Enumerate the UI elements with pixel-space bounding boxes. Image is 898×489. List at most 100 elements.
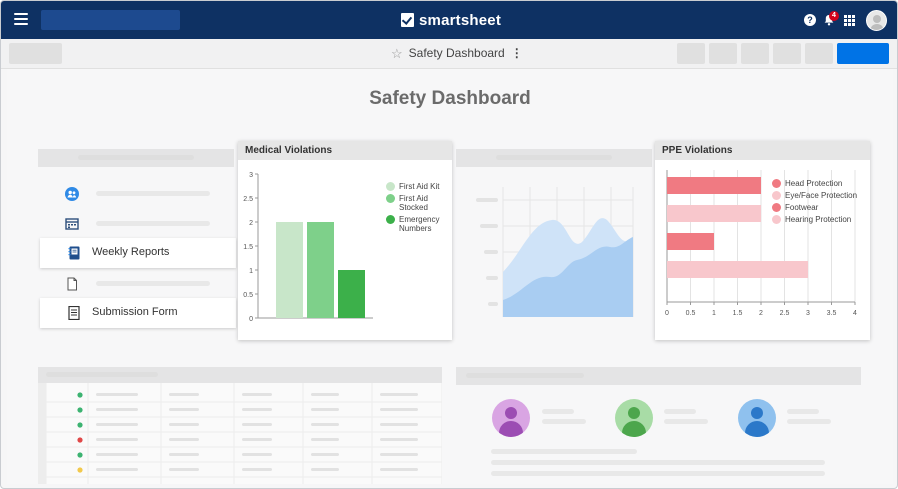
legend-item: Hearing Protection xyxy=(772,215,868,224)
placeholder-cell xyxy=(169,393,199,396)
user-avatar[interactable] xyxy=(866,10,887,31)
legend-label: Head Protection xyxy=(785,179,843,188)
ppe-violations-widget[interactable]: PPE Violations 0 0.5 1 1.5 2 2.5 3 3.5 4 Head Pr… xyxy=(655,141,870,340)
brand-name: smartsheet xyxy=(419,11,502,29)
nav-item-calendar[interactable] xyxy=(38,209,236,239)
back-button[interactable] xyxy=(9,43,62,64)
contact-avatar-1[interactable] xyxy=(492,399,530,437)
nav-label-submission-form: Submission Form xyxy=(92,306,178,318)
placeholder-cell xyxy=(311,423,339,426)
menu-icon[interactable] xyxy=(14,13,28,25)
share-button[interactable] xyxy=(837,43,889,64)
dashboard-title: Safety Dashboard xyxy=(369,88,531,109)
nav-item-document[interactable] xyxy=(38,269,236,299)
placeholder-cell xyxy=(311,393,339,396)
placeholder-cell xyxy=(380,453,418,456)
bar-first-aid-stocked xyxy=(307,222,334,318)
more-options-icon[interactable]: ⋮ xyxy=(510,46,523,60)
contact-avatar-3[interactable] xyxy=(738,399,776,437)
legend-swatch xyxy=(386,194,395,203)
x-tick-label: 2 xyxy=(759,310,763,317)
bar-first-aid-kit xyxy=(276,222,303,318)
legend-item: Head Protection xyxy=(772,179,868,188)
nav-widget-header xyxy=(38,149,234,167)
placeholder-bar xyxy=(78,155,194,160)
placeholder-bar xyxy=(542,419,586,424)
placeholder-cell xyxy=(96,453,138,456)
placeholder-bar xyxy=(491,460,825,465)
grid-widget-placeholder xyxy=(38,367,442,484)
ppe-chart-legend: Head Protection Eye/Face Protection Footwe… xyxy=(772,179,868,227)
toolbar-button-3[interactable] xyxy=(741,43,769,64)
placeholder-cell xyxy=(242,408,272,411)
contact-avatar-2[interactable] xyxy=(615,399,653,437)
apps-grid-icon[interactable] xyxy=(844,15,855,26)
legend-item: First Aid Kit xyxy=(386,182,450,191)
notification-badge: 4 xyxy=(829,11,839,21)
placeholder-bar xyxy=(664,419,708,424)
placeholder-cell xyxy=(380,393,418,396)
placeholder-cell xyxy=(242,438,272,441)
help-icon[interactable]: ? xyxy=(804,14,816,26)
placeholder-bar xyxy=(96,281,210,286)
legend-label: First Aid Kit xyxy=(399,182,440,191)
search-box[interactable] xyxy=(41,10,180,30)
y-tick-label: 0.5 xyxy=(243,292,253,299)
y-tick-label: 3 xyxy=(249,172,253,179)
toolbar-button-2[interactable] xyxy=(709,43,737,64)
nav-item-weekly-reports[interactable]: Weekly Reports xyxy=(40,238,236,268)
placeholder-cell xyxy=(96,423,138,426)
placeholder-bar xyxy=(496,155,612,160)
placeholder-bar xyxy=(96,191,210,196)
legend-label: First Aid Stocked xyxy=(399,194,428,212)
notebook-icon xyxy=(68,246,80,260)
placeholder-bar xyxy=(466,373,584,378)
ppe-violations-chart: 0 0.5 1 1.5 2 2.5 3 3.5 4 xyxy=(665,170,857,317)
y-tick-label: 2.5 xyxy=(243,196,253,203)
toolbar-button-4[interactable] xyxy=(773,43,801,64)
x-tick-label: 1 xyxy=(712,310,716,317)
placeholder-cell xyxy=(242,468,272,471)
grid-header xyxy=(38,367,442,383)
nav-item-contacts[interactable] xyxy=(38,179,236,209)
placeholder-cell xyxy=(311,408,339,411)
status-dot xyxy=(77,422,83,428)
sheet-title[interactable]: Safety Dashboard xyxy=(408,46,505,60)
bar-hearing-protection xyxy=(667,261,808,278)
top-nav-bar: smartsheet ? 4 xyxy=(1,1,897,39)
status-dot xyxy=(77,437,83,443)
placeholder-cell xyxy=(380,468,418,471)
placeholder-bar xyxy=(664,409,696,414)
medical-violations-widget[interactable]: Medical Violations 0 0.5 1 1.5 2 2.5 3 First A… xyxy=(238,141,452,340)
placeholder-cell xyxy=(96,408,138,411)
medical-violations-chart: 0 0.5 1 1.5 2 2.5 3 xyxy=(243,172,373,323)
placeholder-bar xyxy=(542,409,574,414)
placeholder-bar xyxy=(46,372,158,377)
placeholder-cell xyxy=(380,438,418,441)
y-tick-label: 0 xyxy=(249,316,253,323)
row-gutter xyxy=(38,383,46,484)
placeholder-bar xyxy=(491,449,637,454)
status-dot xyxy=(77,392,83,398)
contacts-icon xyxy=(65,187,79,201)
placeholder-cell xyxy=(169,408,199,411)
y-tick-label: 1 xyxy=(249,268,253,275)
toolbar-button-5[interactable] xyxy=(805,43,833,64)
x-tick-label: 2.5 xyxy=(780,310,790,317)
nav-item-submission-form[interactable]: Submission Form xyxy=(40,298,236,328)
placeholder-cell xyxy=(380,423,418,426)
placeholder-cell xyxy=(169,423,199,426)
legend-swatch xyxy=(386,215,395,224)
favorite-star-icon[interactable]: ☆ xyxy=(391,45,403,61)
brand-logo[interactable]: smartsheet xyxy=(401,11,501,29)
dashboard-canvas: Safety Dashboard Weekly Reports Submissi… xyxy=(7,69,893,484)
legend-label: Footwear xyxy=(785,203,819,212)
legend-swatch xyxy=(772,179,781,188)
legend-item: Eye/Face Protection xyxy=(772,191,868,200)
y-tick-label: 2 xyxy=(249,220,253,227)
legend-item: Emergency Numbers xyxy=(386,215,450,233)
placeholder-bar xyxy=(787,409,819,414)
area-widget-header xyxy=(456,149,652,167)
toolbar-button-1[interactable] xyxy=(677,43,705,64)
widget-title: PPE Violations xyxy=(655,141,870,160)
